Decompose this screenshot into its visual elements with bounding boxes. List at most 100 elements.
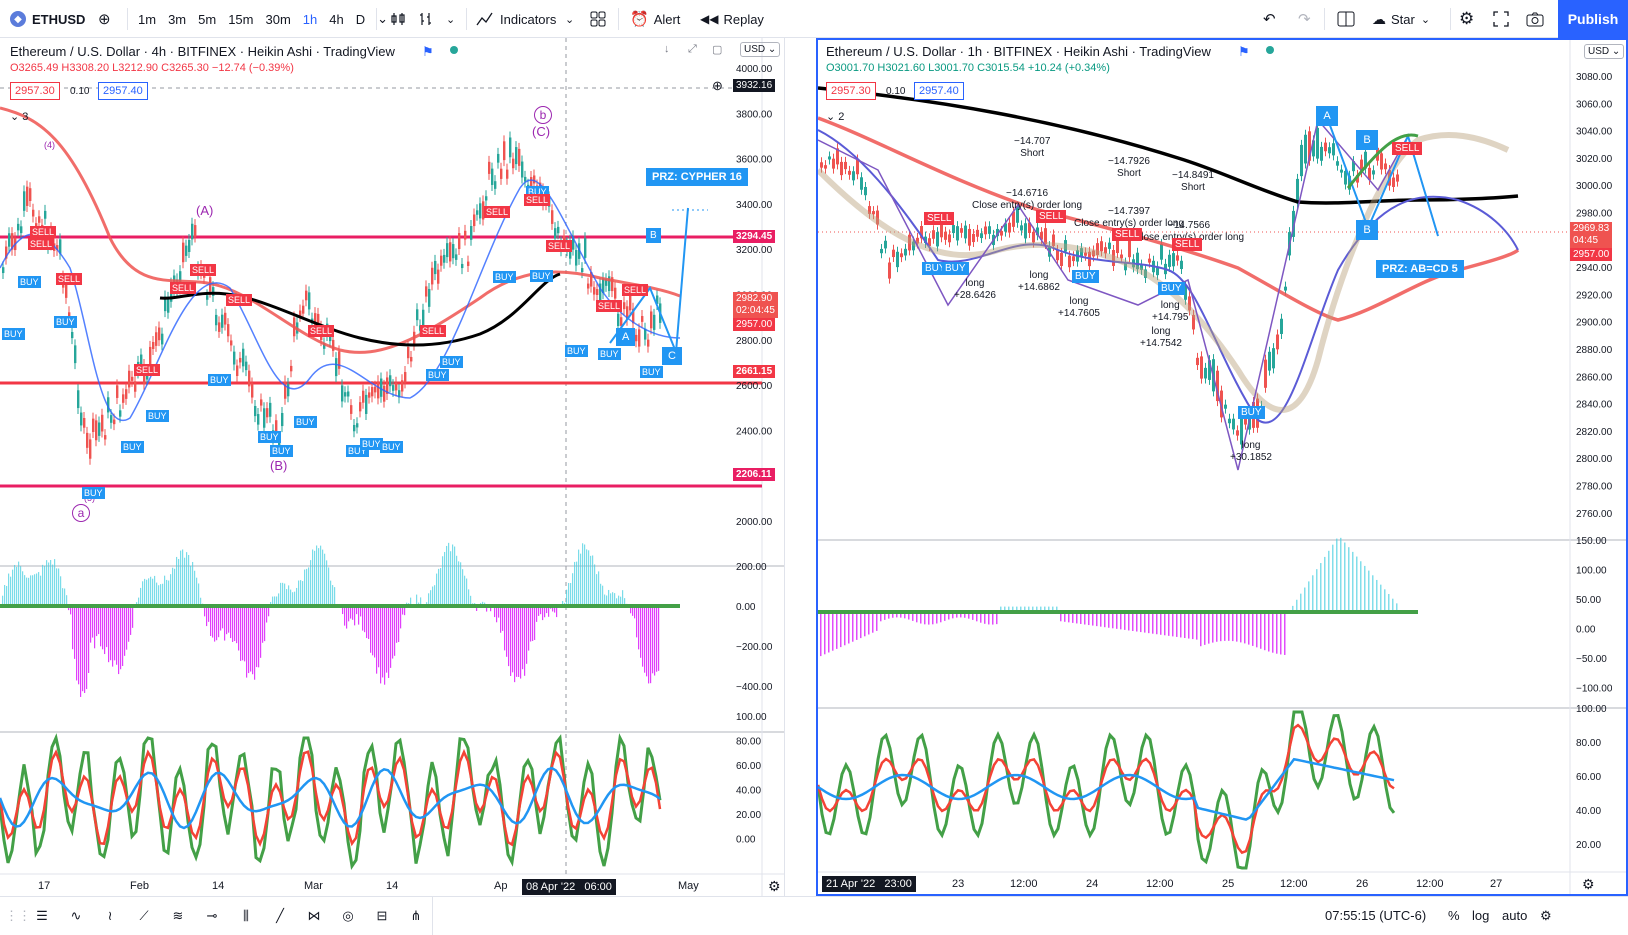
- candle-body: [1128, 241, 1131, 257]
- candle-style-icon[interactable]: [390, 0, 406, 38]
- log-toggle[interactable]: log: [1472, 908, 1489, 923]
- candle-body: [167, 298, 169, 313]
- histogram-bar: [372, 606, 373, 655]
- histogram-bar: [108, 606, 109, 662]
- gear-icon[interactable]: ⚙: [1459, 0, 1474, 38]
- sell-signal-tag: SELL: [56, 273, 82, 285]
- histogram-bar: [38, 572, 39, 606]
- xabcd-pattern-icon[interactable]: ⋈: [304, 906, 324, 926]
- fib-icon[interactable]: ≋: [168, 906, 188, 926]
- interval-3m[interactable]: 3m: [162, 12, 192, 27]
- histogram-bar: [1348, 547, 1350, 612]
- time-tick: 23: [952, 878, 964, 890]
- histogram-bar: [848, 612, 850, 644]
- left-scroll-down-icon[interactable]: ↓: [664, 43, 670, 55]
- cycle-icon[interactable]: ◎: [338, 906, 358, 926]
- histogram-bar: [500, 606, 501, 633]
- menu-icon[interactable]: ☰: [32, 906, 52, 926]
- histogram-bar: [868, 612, 870, 635]
- left-buy-price-button[interactable]: 2957.40: [98, 82, 148, 100]
- flag-icon[interactable]: ⚑: [422, 44, 434, 60]
- histogram-bar: [104, 606, 105, 654]
- interval-1m[interactable]: 1m: [132, 12, 162, 27]
- drag-handle-icon[interactable]: ⋮⋮: [8, 906, 28, 926]
- indicators-button[interactable]: Indicators: [476, 0, 556, 38]
- pitchfork-icon[interactable]: ⋔: [406, 906, 426, 926]
- trend-angle-icon[interactable]: ⟋: [134, 906, 154, 926]
- histogram-bar: [508, 606, 509, 666]
- left-chart-canvas[interactable]: 4000.003800.003600.003400.003200.003000.…: [0, 38, 784, 896]
- candle-body: [341, 385, 343, 401]
- candle-body: [892, 250, 895, 257]
- position-icon[interactable]: ⊟: [372, 906, 392, 926]
- replay-button[interactable]: ◀◀ Replay: [700, 0, 764, 38]
- add-plus-icon[interactable]: ⊕: [712, 78, 723, 94]
- histogram-bar: [262, 606, 263, 643]
- elliott-abc-icon[interactable]: ∿: [66, 906, 86, 926]
- fullscreen-icon[interactable]: [1493, 0, 1509, 38]
- histogram-bar: [322, 550, 323, 606]
- left-sell-price-button[interactable]: 2957.30: [10, 82, 60, 100]
- symbol-search[interactable]: ◆ ETHUSD: [10, 0, 85, 38]
- right-chart-canvas[interactable]: 3080.003060.003040.003020.003000.002980.…: [818, 40, 1626, 894]
- candle-body: [1196, 358, 1199, 365]
- elliott-impulse-icon[interactable]: ≀: [100, 906, 120, 926]
- percent-toggle[interactable]: %: [1448, 908, 1460, 923]
- interval-4h[interactable]: 4h: [323, 12, 349, 27]
- histogram-bar: [172, 568, 173, 606]
- interval-30m[interactable]: 30m: [259, 12, 296, 27]
- publish-button[interactable]: Publish: [1558, 0, 1628, 38]
- horizontal-ray-icon[interactable]: ⊸: [202, 906, 222, 926]
- pane-divider[interactable]: [784, 38, 816, 896]
- left-axis-settings-icon[interactable]: ⚙: [768, 878, 781, 895]
- layouts-icon[interactable]: [590, 0, 606, 38]
- histogram-bar: [1316, 569, 1318, 612]
- interval-5m[interactable]: 5m: [192, 12, 222, 27]
- candle-body: [497, 154, 499, 163]
- right-buy-price-button[interactable]: 2957.40: [914, 82, 964, 100]
- left-chart-pane[interactable]: 4000.003800.003600.003400.003200.003000.…: [0, 38, 784, 896]
- layout-split-icon[interactable]: [1337, 0, 1355, 38]
- add-symbol-icon[interactable]: ⊕: [98, 0, 111, 38]
- right-price-axis[interactable]: 3080.003060.003040.003020.003000.002980.…: [1576, 72, 1613, 851]
- right-sell-price-button[interactable]: 2957.30: [826, 82, 876, 100]
- auto-toggle[interactable]: auto: [1502, 908, 1527, 923]
- interval-15m[interactable]: 15m: [222, 12, 259, 27]
- interval-1h[interactable]: 1h: [297, 12, 323, 27]
- camera-icon[interactable]: [1526, 0, 1544, 38]
- histogram-bar: [120, 606, 121, 669]
- vertical-lines-icon[interactable]: ⫼: [236, 906, 256, 926]
- interval-d[interactable]: D: [350, 12, 371, 27]
- indicators-dropdown-icon[interactable]: ⌄: [565, 0, 574, 38]
- buy-signal-tag: BUY: [565, 345, 588, 357]
- candle-body: [239, 358, 241, 363]
- right-axis-settings-icon[interactable]: ⚙: [1582, 876, 1595, 893]
- left-restore-icon[interactable]: ▢: [712, 43, 722, 56]
- left-indicator-collapse[interactable]: ⌄ 3: [10, 110, 28, 123]
- clock[interactable]: 07:55:15 (UTC-6): [1325, 908, 1426, 923]
- undo-icon[interactable]: ↶: [1263, 0, 1276, 38]
- candle-body: [1396, 174, 1399, 181]
- right-currency-selector[interactable]: USD ⌄: [1584, 44, 1624, 59]
- chart-type-dropdown-icon[interactable]: ⌄: [446, 0, 455, 38]
- bar-style-icon[interactable]: [418, 0, 434, 38]
- left-currency-selector[interactable]: USD ⌄: [740, 42, 780, 57]
- left-maximize-icon[interactable]: ⤢: [688, 43, 697, 56]
- alert-button[interactable]: ⏰ Alert: [630, 0, 680, 38]
- histogram-bar: [292, 592, 293, 606]
- price-tick: 2940.00: [1576, 263, 1613, 274]
- time-tick: 17: [38, 880, 50, 892]
- candle-body: [8, 233, 10, 246]
- histogram-bar: [36, 573, 37, 606]
- chart-settings-icon[interactable]: ⚙: [1540, 908, 1552, 924]
- candle-body: [638, 329, 640, 346]
- candle-body: [254, 406, 256, 416]
- redo-icon[interactable]: ↷: [1298, 0, 1311, 38]
- trend-line-icon[interactable]: ╱: [270, 906, 290, 926]
- right-flag-icon[interactable]: ⚑: [1238, 44, 1250, 60]
- right-indicator-collapse[interactable]: ⌄ 2: [826, 110, 844, 123]
- layout-name-button[interactable]: ☁ Star ⌄: [1372, 0, 1430, 38]
- histogram-bar: [520, 606, 521, 679]
